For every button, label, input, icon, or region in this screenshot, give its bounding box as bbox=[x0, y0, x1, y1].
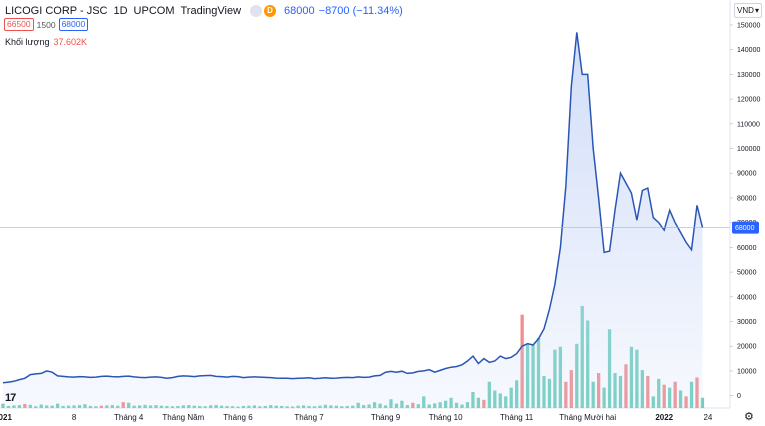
price-tick-label: 50000 bbox=[737, 270, 757, 277]
last-price-tag: 68000 bbox=[732, 221, 759, 234]
price-tag-label: 68000 bbox=[735, 225, 755, 232]
time-tick-label: Tháng 7 bbox=[294, 413, 324, 422]
price-tick-label: 100000 bbox=[737, 146, 760, 153]
price-tick-label: 40000 bbox=[737, 294, 757, 301]
time-tick-label: Tháng 4 bbox=[114, 413, 144, 422]
time-tick-label: Tháng Năm bbox=[162, 413, 204, 422]
tradingview-logo-icon[interactable]: 17 bbox=[5, 392, 16, 404]
symbol-name[interactable]: LICOGI CORP - JSC bbox=[5, 5, 108, 17]
last-price: 68000 bbox=[284, 5, 315, 17]
time-tick-label: Tháng 11 bbox=[500, 413, 534, 422]
volume-legend: Khối lượng 37.602K bbox=[5, 37, 87, 47]
time-tick-label: 24 bbox=[703, 413, 712, 422]
time-tick-label: Tháng Mười hai bbox=[559, 413, 616, 422]
time-tick-label: Tháng 9 bbox=[371, 413, 401, 422]
price-tick-label: 110000 bbox=[737, 121, 760, 128]
buy-button[interactable]: 68000 bbox=[58, 18, 89, 31]
price-tick-label: 60000 bbox=[737, 245, 757, 252]
price-tick-label: 140000 bbox=[737, 47, 760, 54]
d-badge: D bbox=[264, 5, 277, 17]
time-tick-label: 2021 bbox=[0, 413, 12, 422]
price-line bbox=[2, 32, 704, 384]
chart-header: LICOGI CORP - JSC 1D UPCOM TradingView D… bbox=[5, 3, 403, 19]
time-tick-label: Tháng 10 bbox=[429, 413, 463, 422]
time-tick-label: Tháng 6 bbox=[223, 413, 253, 422]
spread-value: 1500 bbox=[36, 19, 56, 30]
price-tick-label: 120000 bbox=[737, 97, 760, 104]
price-area-fill bbox=[3, 32, 703, 409]
price-tick-label: 80000 bbox=[737, 195, 757, 202]
price-tick-label: 20000 bbox=[737, 344, 757, 351]
price-tick-label: 10000 bbox=[737, 368, 757, 375]
price-tick-label: 0 bbox=[737, 393, 741, 400]
time-axis[interactable]: 2021 8 Tháng 4 Tháng Năm Tháng 6 Tháng 7 Tháng… bbox=[0, 413, 713, 422]
time-tick-label: 2022 bbox=[655, 413, 673, 422]
price-axis[interactable]: 0100002000030000400005000060000700008000… bbox=[730, 22, 760, 400]
eye-icon[interactable] bbox=[250, 5, 263, 17]
price-tick-label: 150000 bbox=[737, 22, 760, 29]
exchange: UPCOM bbox=[133, 5, 175, 17]
sell-button[interactable]: 66500 bbox=[4, 18, 34, 31]
price-tick-label: 30000 bbox=[737, 319, 757, 326]
bid-ask-row: 66500 1500 68000 bbox=[4, 18, 91, 31]
price-tick-label: 90000 bbox=[737, 171, 757, 178]
interval[interactable]: 1D bbox=[113, 5, 128, 17]
price-tick-label: 130000 bbox=[737, 72, 760, 79]
price-tag-background bbox=[732, 221, 759, 234]
price-change: −8700 (−11.34%) bbox=[318, 5, 403, 17]
time-tick-label: 8 bbox=[72, 413, 77, 422]
settings-gear-icon[interactable]: ⚙ bbox=[744, 411, 754, 423]
currency-selector[interactable]: VND ▾ bbox=[734, 3, 762, 18]
currency-label: VND bbox=[737, 6, 754, 15]
chevron-down-icon: ▾ bbox=[754, 6, 759, 15]
data-source: TradingView bbox=[180, 5, 242, 17]
volume-label: Khối lượng bbox=[5, 37, 50, 47]
volume-value: 37.602K bbox=[53, 37, 87, 47]
